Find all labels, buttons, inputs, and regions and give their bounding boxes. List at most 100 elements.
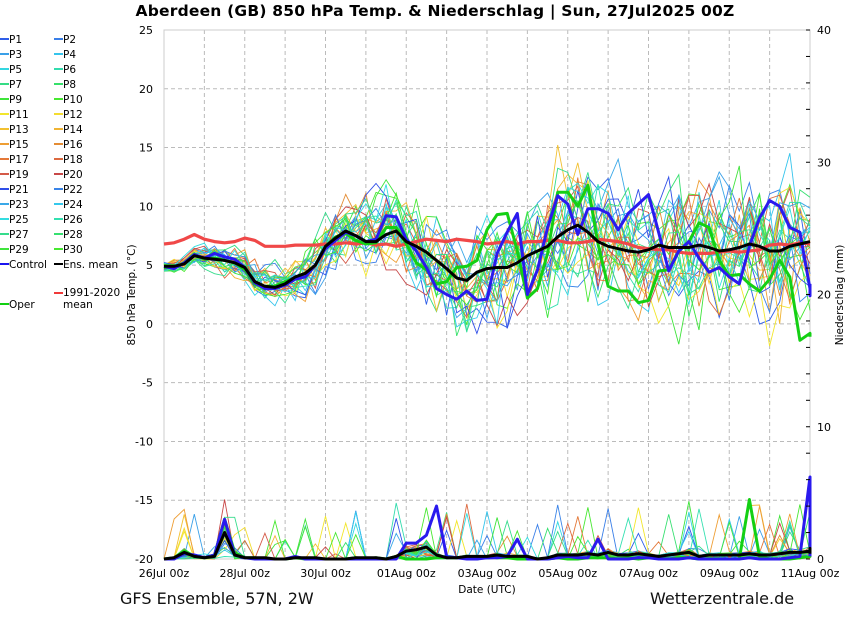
y-tick-label: -5: [142, 377, 153, 390]
series-ens-mean: [164, 223, 811, 289]
legend-label: P3: [9, 49, 23, 61]
legend-swatch: [0, 303, 9, 305]
legend-item-ens-mean: Ens. mean: [54, 259, 118, 271]
legend-label: P21: [9, 184, 29, 196]
member-temp-p30: [163, 191, 811, 321]
legend-item-p26: P26: [54, 214, 83, 226]
x-axis-label: Date (UTC): [458, 584, 515, 596]
legend-label: P18: [63, 154, 83, 166]
legend-item-p25: P25: [0, 214, 29, 226]
legend-label: P19: [9, 169, 29, 181]
y-axis-temp: -20 -15 -10 -5 0 5 10 15 20 25: [135, 24, 153, 566]
legend-swatch: [0, 188, 9, 190]
legend-swatch: [0, 248, 9, 250]
y2-tick-label: 30: [817, 156, 831, 169]
legend-swatch: [54, 53, 63, 55]
legend-label: P26: [63, 214, 83, 226]
legend-label: P20: [63, 169, 83, 181]
legend-label: P13: [9, 124, 29, 136]
series-control-precip: [164, 475, 812, 561]
legend-swatch: [0, 68, 9, 70]
legend-item-p23: P23: [0, 199, 29, 211]
member-temp-p20: [163, 182, 811, 327]
legend-item-p28: P28: [54, 229, 83, 241]
x-tick-label: 11Aug 00z: [781, 567, 840, 580]
chart-title: Aberdeen (GB) 850 hPa Temp. & Niederschl…: [135, 2, 735, 20]
legend-label: P14: [63, 124, 83, 136]
legend-item-p22: P22: [54, 184, 83, 196]
member-temp-p7: [163, 203, 811, 313]
legend-swatch: [54, 158, 63, 160]
x-tick-label: 09Aug 00z: [700, 567, 759, 580]
legend-swatch: [0, 53, 9, 55]
x-tick-label: 03Aug 00z: [458, 567, 517, 580]
legend-swatch: [54, 218, 63, 220]
legend-label: 1991-2020 mean: [63, 287, 121, 311]
legend-label: Control: [9, 259, 47, 271]
legend-swatch: [54, 98, 63, 100]
legend-label: P2: [63, 34, 77, 46]
legend-item-p3: P3: [0, 49, 22, 61]
y-tick-label: -10: [135, 435, 153, 448]
legend-item-p17: P17: [0, 154, 29, 166]
legend-label: P22: [63, 184, 83, 196]
x-tick-label: 30Jul 00z: [300, 567, 351, 580]
legend-label: P23: [9, 199, 29, 211]
main-series: [163, 183, 812, 561]
legend-item-p14: P14: [54, 124, 83, 136]
legend-item-p10: P10: [54, 94, 83, 106]
legend-swatch: [0, 83, 9, 85]
y2-tick-label: 10: [817, 421, 831, 434]
legend-item-1991-2020-mean: 1991-2020 mean: [54, 287, 120, 311]
legend-item-control: Control: [0, 259, 47, 271]
y-tick-label: 10: [139, 200, 153, 213]
legend-item-p29: P29: [0, 244, 29, 256]
legend-item-p13: P13: [0, 124, 29, 136]
member-temp-p29: [163, 165, 811, 306]
legend-swatch: [0, 38, 9, 40]
legend-swatch: [0, 128, 9, 130]
y2-tick-label: 0: [817, 553, 824, 566]
legend-swatch: [0, 173, 9, 175]
legend-label: P24: [63, 199, 83, 211]
y-axis-label: 850 hPa Temp. (°C): [126, 244, 138, 345]
legend-swatch: [54, 143, 63, 145]
y-tick-label: 15: [139, 142, 153, 155]
legend-label: P28: [63, 229, 83, 241]
legend-swatch: [54, 292, 63, 294]
legend-swatch: [54, 263, 63, 265]
legend-item-p21: P21: [0, 184, 29, 196]
legend-swatch: [0, 158, 9, 160]
legend-item-p1: P1: [0, 34, 22, 46]
x-tick-label: 01Aug 00z: [377, 567, 436, 580]
y-tick-label: 25: [139, 24, 153, 37]
legend-item-p16: P16: [54, 139, 83, 151]
y-tick-label: -20: [135, 553, 153, 566]
x-tick-label: 05Aug 00z: [538, 567, 597, 580]
y-tick-label: 20: [139, 83, 153, 96]
legend-swatch: [54, 173, 63, 175]
legend-swatch: [54, 83, 63, 85]
legend-item-p7: P7: [0, 79, 22, 91]
member-temp-p24: [163, 186, 811, 328]
legend-label: P30: [63, 244, 83, 256]
series-ens-mean-precip: [163, 531, 812, 561]
y2-tick-label: 20: [817, 289, 831, 302]
legend-item-p30: P30: [54, 244, 83, 256]
legend-item-p8: P8: [54, 79, 76, 91]
legend-swatch: [54, 248, 63, 250]
legend-swatch: [0, 218, 9, 220]
legend-label: P17: [9, 154, 29, 166]
legend-item-p19: P19: [0, 169, 29, 181]
y-axis-precip: 0 10 20 30 40: [806, 24, 831, 566]
legend-item-p12: P12: [54, 109, 83, 121]
y2-axis-label: Niederschlag (mm): [834, 245, 846, 346]
legend-label: Ens. mean: [63, 259, 119, 271]
y2-tick-label: 40: [817, 24, 831, 37]
legend-swatch: [54, 128, 63, 130]
legend-label: P29: [9, 244, 29, 256]
legend-swatch: [54, 38, 63, 40]
legend-item-p2: P2: [54, 34, 76, 46]
legend-label: Oper: [9, 299, 35, 311]
